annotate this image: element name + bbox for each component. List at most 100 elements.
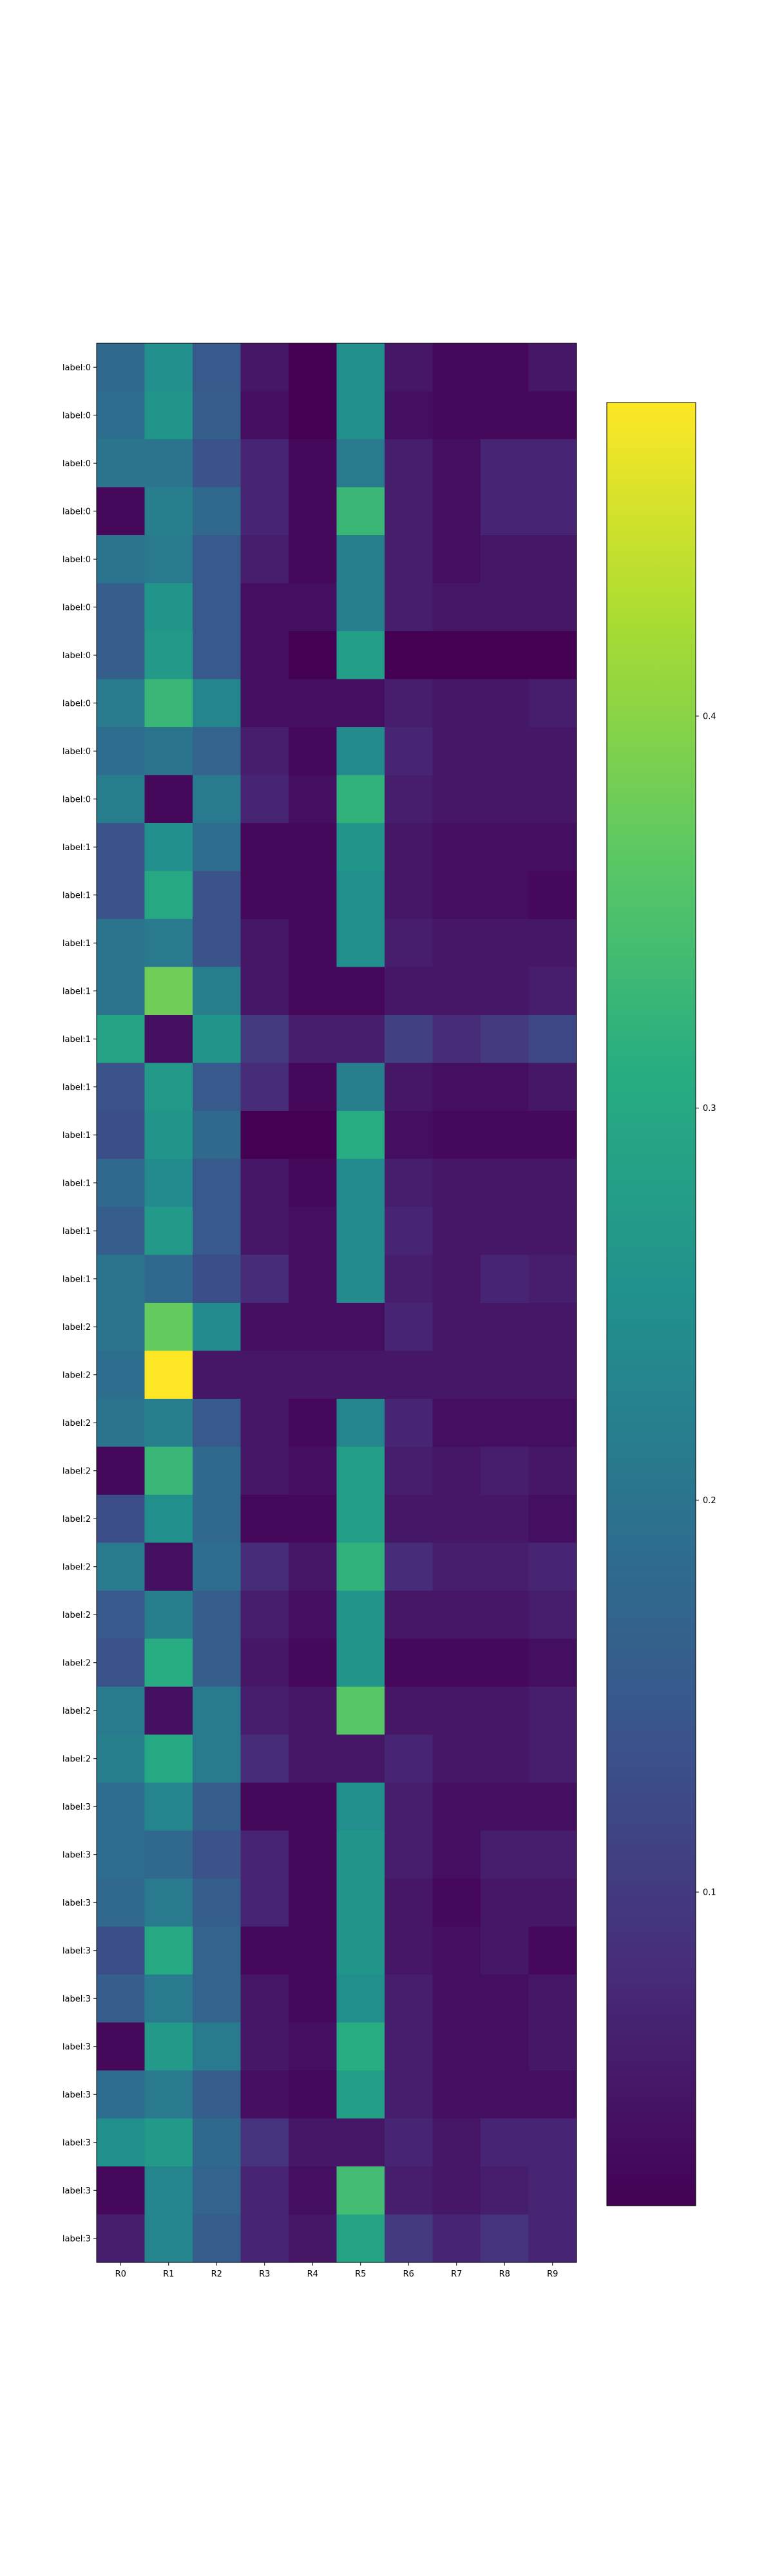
heatmap-cell (97, 1303, 146, 1352)
heatmap-cell (481, 343, 530, 392)
heatmap-cell (336, 679, 385, 728)
heatmap-cell (289, 343, 338, 392)
heatmap-cell (432, 727, 481, 776)
row-label: label:0 (62, 411, 91, 421)
heatmap-cell (528, 1207, 577, 1256)
heatmap-cell (144, 1687, 193, 1736)
heatmap-cell (97, 2070, 146, 2119)
heatmap-cell (481, 1063, 530, 1112)
heatmap-cell (385, 1783, 434, 1832)
heatmap-cell (240, 1734, 289, 1783)
heatmap-cell (240, 343, 289, 392)
heatmap-cell (385, 823, 434, 872)
heatmap-cell (385, 2214, 434, 2263)
heatmap-cell (432, 439, 481, 488)
heatmap-cell (432, 2022, 481, 2071)
heatmap-cell (144, 1926, 193, 1975)
heatmap-cell (336, 1015, 385, 1064)
heatmap-cell (336, 919, 385, 968)
heatmap-cell (336, 1975, 385, 2023)
heatmap-cell (240, 871, 289, 920)
heatmap-cell (481, 823, 530, 872)
heatmap-cell (432, 535, 481, 584)
heatmap-cell (481, 1207, 530, 1256)
heatmap-cell (385, 1446, 434, 1495)
heatmap-cell (432, 1159, 481, 1208)
heatmap-cell (193, 583, 242, 632)
column-label: R2 (211, 2269, 222, 2279)
heatmap-cell (289, 1207, 338, 1256)
heatmap-cell (481, 1734, 530, 1783)
heatmap-cell (144, 2166, 193, 2215)
heatmap-cell (240, 775, 289, 824)
heatmap-cell (289, 1638, 338, 1687)
heatmap-cell (240, 2214, 289, 2263)
heatmap-cell (385, 1495, 434, 1544)
heatmap-cell (97, 535, 146, 584)
column-label: R4 (307, 2269, 318, 2279)
heatmap-cell (240, 1015, 289, 1064)
heatmap-cell (240, 1542, 289, 1591)
heatmap-cell (240, 1446, 289, 1495)
heatmap-cell (240, 1591, 289, 1640)
heatmap-cell (144, 391, 193, 440)
row-label: label:3 (62, 2090, 91, 2100)
heatmap-cell (481, 871, 530, 920)
heatmap-cell (97, 439, 146, 488)
heatmap-cell (240, 823, 289, 872)
heatmap-cell (432, 1399, 481, 1448)
heatmap-cell (528, 823, 577, 872)
heatmap-cell (193, 1255, 242, 1303)
heatmap-cell (193, 1879, 242, 1927)
heatmap-cell (481, 1399, 530, 1448)
heatmap-cell (385, 1542, 434, 1591)
heatmap-cell (289, 1159, 338, 1208)
heatmap-cell (385, 1159, 434, 1208)
heatmap-cell (289, 1734, 338, 1783)
heatmap-cell (193, 1638, 242, 1687)
heatmap-cell (481, 2070, 530, 2119)
row-label: label:2 (62, 1707, 91, 1716)
heatmap-cell (336, 1303, 385, 1352)
heatmap-cell (528, 1687, 577, 1736)
heatmap-cell (144, 1015, 193, 1064)
heatmap-cell (336, 1399, 385, 1448)
column-label: R5 (355, 2269, 366, 2279)
heatmap-cell (432, 1303, 481, 1352)
heatmap-cell (193, 2070, 242, 2119)
heatmap-cell (144, 727, 193, 776)
heatmap-cell (481, 967, 530, 1016)
heatmap-cell (240, 967, 289, 1016)
heatmap-cell (432, 1350, 481, 1399)
heatmap-cell (193, 871, 242, 920)
heatmap-cell (97, 919, 146, 968)
heatmap-cell (385, 1638, 434, 1687)
heatmap-cell (432, 1638, 481, 1687)
heatmap-cell (144, 1063, 193, 1112)
heatmap-cell (240, 1975, 289, 2023)
plot-frame (96, 343, 577, 2263)
heatmap-cell (385, 1879, 434, 1927)
heatmap-cell (432, 2118, 481, 2167)
heatmap-cell (289, 1063, 338, 1112)
heatmap-cell (289, 2118, 338, 2167)
heatmap-cell (193, 1303, 242, 1352)
heatmap-cell (336, 1111, 385, 1160)
heatmap-cell (432, 1783, 481, 1832)
heatmap-cell (240, 1111, 289, 1160)
heatmap-cell (240, 1255, 289, 1303)
heatmap-cell (97, 823, 146, 872)
heatmap-cell (481, 1111, 530, 1160)
heatmap-cell (193, 919, 242, 968)
heatmap-cell (240, 2022, 289, 2071)
heatmap-cell (240, 1495, 289, 1544)
row-label: label:0 (62, 507, 91, 516)
row-label: label:0 (62, 555, 91, 565)
row-label: label:2 (62, 1419, 91, 1428)
heatmap-cell (289, 1542, 338, 1591)
heatmap-cell (528, 1446, 577, 1495)
heatmap-cell (481, 1159, 530, 1208)
row-label: label:2 (62, 1658, 91, 1668)
heatmap-cell (97, 2214, 146, 2263)
heatmap-cell (144, 1591, 193, 1640)
